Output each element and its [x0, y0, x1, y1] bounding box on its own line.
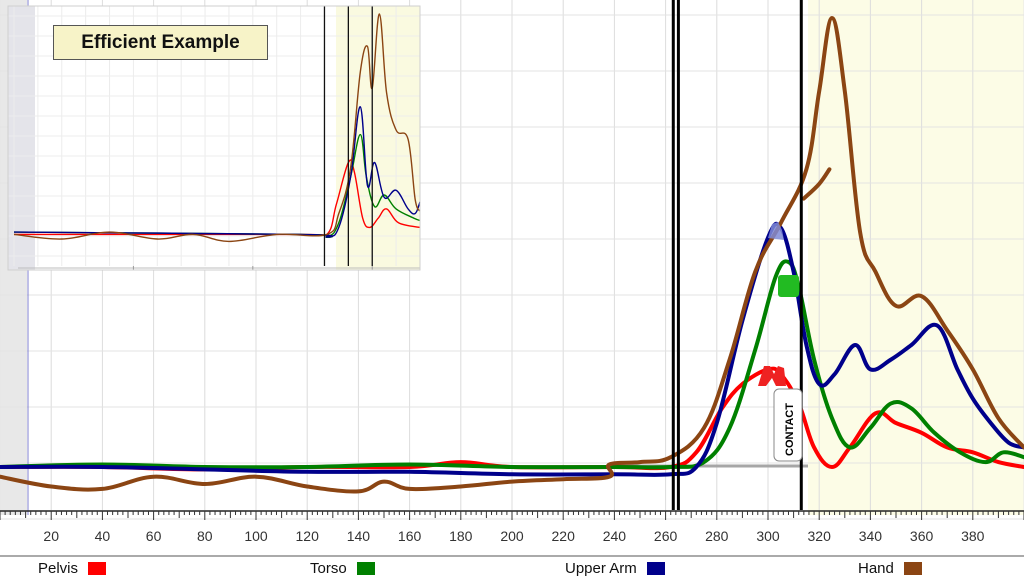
- x-tick-label-220: 220: [552, 528, 576, 544]
- legend-item-hand: Hand: [858, 560, 922, 577]
- peak-markers: [758, 222, 799, 386]
- legend-item-upper-arm: Upper Arm: [565, 560, 665, 577]
- series-group: [0, 16, 1024, 494]
- x-tick-label-100: 100: [244, 528, 268, 544]
- inset-follow-through-region: [336, 6, 420, 270]
- x-tick-label-120: 120: [296, 528, 320, 544]
- legend-label-upper-arm: Upper Arm: [565, 560, 637, 577]
- x-tick-label-300: 300: [756, 528, 780, 544]
- inset-series-line-hand: [13, 13, 421, 243]
- x-tick-label-80: 80: [197, 528, 213, 544]
- x-tick-label-360: 360: [910, 528, 934, 544]
- legend-swatch-torso: [356, 562, 375, 575]
- chart-canvas: CONTACT 20 40 60 80 100 120 140 160 180 200 220 240…: [0, 0, 1024, 557]
- inset-border: [7, 5, 421, 271]
- legend-label-torso: Torso: [310, 560, 347, 577]
- legend-item-torso: Torso: [310, 560, 375, 577]
- x-tick-label-380: 380: [961, 528, 985, 544]
- x-tick-label-200: 200: [500, 528, 524, 544]
- x-tick-label-280: 280: [705, 528, 729, 544]
- contact-label-box: CONTACT: [773, 388, 803, 462]
- legend-item-pelvis: Pelvis: [38, 560, 107, 577]
- inset-shaded-left: [8, 6, 35, 270]
- torso-peak-marker: [778, 275, 799, 297]
- pelvis-peak-marker: [758, 366, 786, 386]
- contact-label: CONTACT: [784, 403, 796, 456]
- legend: Pelvis Torso Upper Arm Hand: [0, 557, 1024, 583]
- x-tick-label-320: 320: [808, 528, 832, 544]
- legend-swatch-pelvis: [88, 562, 107, 575]
- legend-label-hand: Hand: [858, 560, 894, 577]
- series-line-hand-extension: [801, 167, 832, 201]
- x-tick-label-340: 340: [859, 528, 883, 544]
- series-line-torso: [0, 259, 1024, 470]
- upper-arm-peak-marker: [768, 222, 784, 240]
- x-tick-label-240: 240: [603, 528, 627, 544]
- x-tick-label-60: 60: [146, 528, 162, 544]
- legend-swatch-upper-arm: [646, 562, 665, 575]
- series-line-hand: [0, 16, 1024, 494]
- x-tick-label-140: 140: [347, 528, 371, 544]
- inset-title: Efficient Example: [53, 25, 268, 60]
- legend-label-pelvis: Pelvis: [38, 560, 79, 577]
- x-tick-label-160: 160: [398, 528, 422, 544]
- x-tick-label-40: 40: [95, 528, 111, 544]
- legend-swatch-hand: [903, 562, 922, 575]
- x-axis: 20 40 60 80 100 120 140 160 180 200 220 240 260 280 30…: [0, 510, 1024, 557]
- x-tick-label-20: 20: [43, 528, 59, 544]
- inset-marker-group: [323, 6, 373, 266]
- x-tick-label-180: 180: [449, 528, 473, 544]
- x-tick-label-260: 260: [654, 528, 678, 544]
